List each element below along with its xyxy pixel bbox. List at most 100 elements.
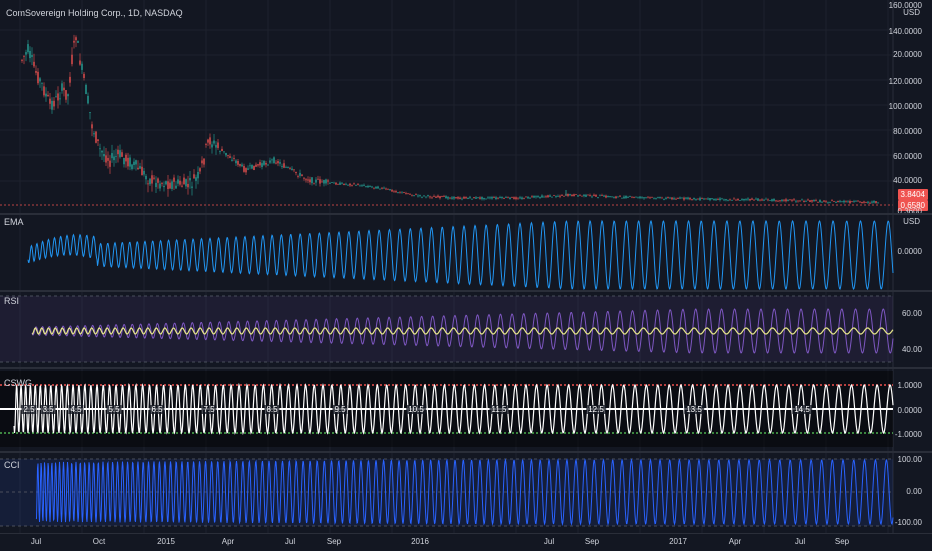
price-candle bbox=[473, 197, 475, 199]
price-candle bbox=[673, 198, 675, 200]
price-candle bbox=[235, 160, 237, 164]
price-candle bbox=[251, 164, 253, 169]
price-candle bbox=[449, 197, 451, 199]
cswg-wave-path bbox=[13, 382, 894, 436]
price-candle bbox=[41, 82, 43, 84]
time-tick: Jul bbox=[284, 537, 296, 546]
time-tick: Apr bbox=[221, 537, 235, 546]
ema-pane[interactable] bbox=[0, 215, 932, 290]
price-candle bbox=[71, 54, 73, 65]
price-candle bbox=[573, 194, 575, 197]
price-candle bbox=[725, 199, 727, 201]
price-candle bbox=[607, 196, 609, 198]
price-candle bbox=[741, 199, 743, 201]
price-candle bbox=[237, 161, 239, 165]
price-candle bbox=[841, 201, 843, 203]
price-candle bbox=[705, 198, 707, 200]
price-candle bbox=[357, 183, 359, 185]
price-candle bbox=[761, 199, 763, 201]
price-candle bbox=[123, 158, 125, 165]
price-candle bbox=[557, 195, 559, 197]
price-candle bbox=[247, 168, 249, 170]
price-candle bbox=[759, 199, 761, 201]
price-candle bbox=[615, 196, 617, 198]
price-pane[interactable] bbox=[0, 0, 932, 213]
price-candle bbox=[755, 198, 757, 200]
price-candle bbox=[793, 199, 795, 201]
price-candle bbox=[553, 194, 555, 196]
pane-separator[interactable] bbox=[0, 367, 932, 369]
price-candle bbox=[277, 161, 279, 164]
price-candle bbox=[855, 200, 857, 202]
price-candle bbox=[63, 87, 65, 91]
price-candle bbox=[337, 183, 339, 185]
low-price-badge: 0.6580 bbox=[897, 200, 928, 211]
price-candle bbox=[715, 199, 717, 201]
cycle-label: 7.5 bbox=[201, 405, 217, 414]
price-candle bbox=[823, 200, 825, 202]
price-candle bbox=[135, 160, 137, 165]
price-candle bbox=[461, 198, 463, 200]
rsi-pane[interactable] bbox=[0, 292, 932, 367]
price-candle bbox=[397, 192, 399, 193]
price-candle bbox=[191, 186, 193, 188]
price-candle bbox=[405, 193, 407, 195]
price-candle bbox=[869, 202, 871, 204]
price-candle bbox=[811, 200, 813, 202]
price-candle bbox=[861, 202, 863, 204]
price-candle bbox=[175, 185, 177, 189]
price-candle bbox=[325, 179, 327, 184]
cci-line-path bbox=[35, 458, 894, 526]
price-candle bbox=[637, 197, 639, 199]
cswg-tick: 1.0000 bbox=[897, 381, 922, 390]
cci-pane[interactable] bbox=[0, 453, 932, 533]
price-candle bbox=[653, 198, 655, 200]
price-candle bbox=[205, 144, 207, 146]
price-candle bbox=[455, 197, 457, 199]
pane-separator[interactable] bbox=[0, 290, 932, 292]
price-candle bbox=[835, 202, 837, 203]
pane-separator[interactable] bbox=[0, 451, 932, 453]
price-candle bbox=[409, 193, 411, 195]
price-candle bbox=[215, 145, 217, 148]
cycle-label: 10.5 bbox=[406, 405, 426, 414]
price-candle bbox=[593, 194, 595, 196]
price-candle bbox=[207, 139, 209, 143]
price-candle bbox=[731, 199, 733, 201]
price-candle bbox=[25, 52, 27, 55]
price-candle bbox=[119, 150, 121, 158]
price-candle bbox=[629, 196, 631, 197]
price-candle bbox=[685, 197, 687, 199]
price-candle bbox=[389, 189, 391, 191]
price-tick: 80.0000 bbox=[893, 127, 922, 136]
time-tick: Sep bbox=[834, 537, 850, 546]
price-candle bbox=[623, 196, 625, 199]
pane-separator[interactable] bbox=[0, 213, 932, 215]
price-candle bbox=[23, 55, 25, 57]
price-candle bbox=[273, 157, 275, 164]
cycle-label: 13.5 bbox=[684, 405, 704, 414]
time-tick: Jul bbox=[543, 537, 555, 546]
price-candle bbox=[531, 196, 533, 198]
price-candle bbox=[77, 41, 79, 43]
price-candle bbox=[769, 200, 771, 201]
price-candle bbox=[675, 198, 677, 200]
price-candle bbox=[493, 197, 495, 198]
price-candle bbox=[99, 148, 101, 150]
price-candle bbox=[561, 194, 563, 196]
price-candle bbox=[643, 197, 645, 199]
price-candle bbox=[387, 188, 389, 190]
price-candle bbox=[155, 182, 157, 188]
price-candle bbox=[625, 195, 627, 199]
price-candle bbox=[779, 200, 781, 202]
cswg-pane[interactable] bbox=[0, 369, 932, 451]
price-candle bbox=[519, 197, 521, 199]
price-candle bbox=[857, 200, 859, 202]
price-candle bbox=[129, 157, 131, 167]
price-candle bbox=[47, 94, 49, 97]
price-candle bbox=[595, 194, 597, 197]
price-candle bbox=[579, 194, 581, 196]
price-candle bbox=[659, 197, 661, 199]
cycle-label: 8.5 bbox=[264, 405, 280, 414]
time-axis[interactable] bbox=[0, 533, 932, 551]
